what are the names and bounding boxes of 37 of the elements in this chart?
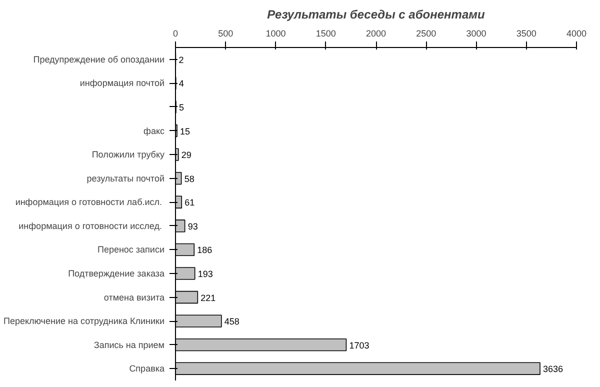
data-label: 458 bbox=[224, 316, 240, 327]
y-tick-label: информация о готовности лаб.исл. bbox=[15, 197, 162, 208]
data-label: 93 bbox=[188, 221, 198, 232]
y-tick-label: Переключение на сотрудника Клиники bbox=[3, 316, 165, 326]
x-tick-label: 1500 bbox=[316, 28, 336, 38]
y-tick-label: результаты почтой bbox=[86, 173, 165, 184]
y-tick-label: информация о готовности исслед. bbox=[18, 220, 162, 231]
data-label: 15 bbox=[180, 126, 190, 136]
data-label: 221 bbox=[200, 292, 216, 303]
y-tick-label: факс bbox=[144, 126, 165, 136]
data-label: 4 bbox=[178, 78, 184, 89]
x-tick-label: 500 bbox=[218, 28, 234, 38]
x-tick-label: 3000 bbox=[466, 28, 486, 38]
y-tick-label: Положили трубку bbox=[92, 150, 165, 160]
data-label: 61 bbox=[184, 198, 195, 208]
chart-title: Результаты беседы с абонентами bbox=[267, 8, 486, 22]
data-label: 3636 bbox=[543, 364, 564, 374]
y-tick-label: отмена визита bbox=[104, 292, 165, 302]
x-tick-label: 1000 bbox=[266, 28, 286, 38]
data-label: 29 bbox=[181, 150, 192, 160]
data-label: 2 bbox=[178, 54, 184, 65]
data-label: 186 bbox=[197, 245, 212, 256]
x-tick-label: 3500 bbox=[516, 28, 536, 38]
data-label: 193 bbox=[198, 268, 213, 279]
data-label: 1703 bbox=[349, 340, 370, 350]
data-label: 5 bbox=[179, 102, 184, 112]
y-tick-label: информация почтой bbox=[80, 78, 165, 88]
x-tick-label: 2500 bbox=[416, 28, 436, 38]
x-tick-label: 4000 bbox=[566, 28, 587, 38]
x-tick-label: 0 bbox=[172, 28, 178, 38]
y-tick-label: Предупреждение об опоздании bbox=[33, 54, 165, 64]
y-tick-label: Перенос записи bbox=[97, 244, 165, 255]
y-tick-label: Справка bbox=[129, 364, 165, 374]
y-tick-label: Запись на прием bbox=[94, 340, 164, 350]
data-label: 58 bbox=[184, 174, 194, 184]
y-tick-label: Подтверждение заказа bbox=[68, 268, 165, 278]
x-tick-label: 2000 bbox=[366, 28, 386, 38]
